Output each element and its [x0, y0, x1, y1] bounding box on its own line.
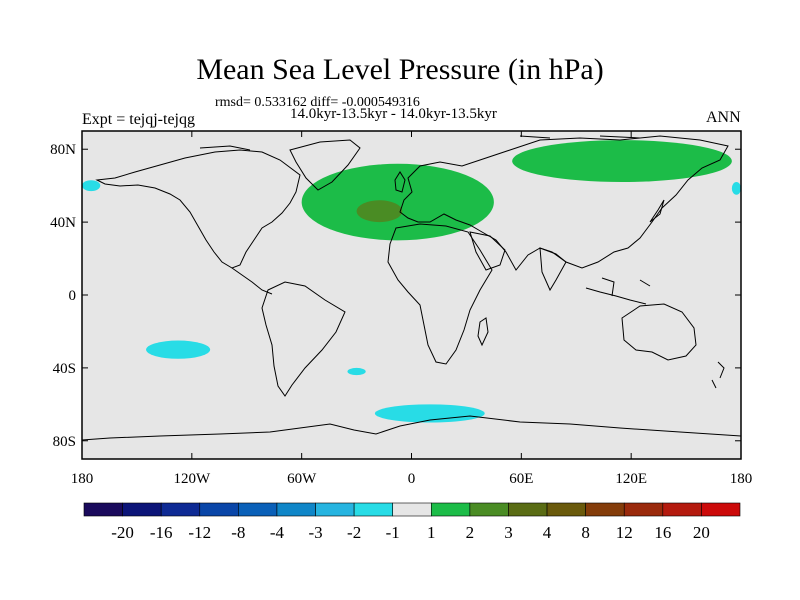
- y-tick-label: 80N: [50, 142, 76, 158]
- coast-indonesia: [585, 277, 651, 305]
- colorbar-swatch: [430, 502, 471, 517]
- experiment-label: Expt = tejqj-tejqg: [82, 111, 195, 128]
- anomaly-layer: [82, 140, 741, 423]
- anomaly-patch-7: [374, 404, 485, 423]
- colorbar-label: 1: [427, 523, 436, 542]
- colorbar-swatch: [353, 502, 394, 517]
- x-tick-label: 0: [408, 471, 416, 487]
- colorbar-label: -20: [111, 523, 134, 542]
- anomaly-patch-1: [356, 200, 403, 223]
- coast-arctic-islands: [199, 135, 641, 151]
- x-tick-label: 60W: [287, 471, 317, 487]
- coast-africa: [387, 223, 493, 365]
- colorbar-swatch: [623, 502, 664, 517]
- coast-eurasia: [399, 135, 729, 271]
- coast-south-america: [261, 281, 346, 397]
- anomaly-patch-3: [82, 180, 101, 192]
- coast-arabia: [469, 231, 506, 271]
- colorbar-swatch: [122, 502, 162, 517]
- axes: 180 120W 60W 0 60E 120E 180 80N 40N 0 40S 80S: [50, 131, 752, 487]
- coast-india: [539, 247, 567, 292]
- colorbar-label: -12: [188, 523, 211, 542]
- anomaly-patch-4: [731, 182, 741, 195]
- colorbar: -20 -16 -12 -8 -4 -3 -2 -1 1 2 3 4 8 12 16 20: [83, 502, 741, 542]
- colorbar-label: 2: [466, 523, 475, 542]
- colorbar-label: -8: [231, 523, 245, 542]
- coastlines: [82, 135, 741, 441]
- y-tick-label: 40N: [50, 215, 76, 231]
- anomaly-patch-5: [146, 340, 211, 359]
- colorbar-swatch: [508, 502, 548, 517]
- x-tick-label: 180: [730, 471, 753, 487]
- colorbar-label: -3: [308, 523, 322, 542]
- colorbar-label: 20: [693, 523, 710, 542]
- x-tick-label: 60E: [509, 471, 533, 487]
- colorbar-swatch: [160, 502, 201, 517]
- colorbar-swatch: [701, 502, 741, 517]
- colorbar-label: -4: [270, 523, 285, 542]
- coast-new-zealand: [711, 361, 725, 389]
- anomaly-patch-6: [347, 367, 366, 376]
- colorbar-label: 12: [616, 523, 633, 542]
- x-tick-label: 120W: [173, 471, 211, 487]
- coast-japan: [649, 199, 665, 223]
- colorbar-swatch: [315, 502, 355, 517]
- coast-madagascar: [477, 317, 489, 347]
- colorbar-label: -2: [347, 523, 361, 542]
- anomaly-patch-0: [301, 163, 494, 241]
- colorbar-label: 3: [504, 523, 513, 542]
- colorbar-swatch: [238, 502, 278, 517]
- chart-title: Mean Sea Level Pressure (in hPa): [196, 53, 604, 86]
- coast-central-america: [231, 267, 273, 295]
- coast-north-america: [95, 149, 301, 269]
- colorbar-swatch: [83, 502, 123, 517]
- colorbar-label: 16: [654, 523, 671, 542]
- season-label: ANN: [706, 109, 741, 126]
- colorbar-swatch: [392, 502, 432, 517]
- colorbar-label: 4: [543, 523, 552, 542]
- coast-australia: [621, 303, 697, 361]
- colorbar-swatch: [662, 502, 702, 517]
- colorbar-swatch: [276, 502, 316, 517]
- anomaly-patch-2: [512, 140, 732, 183]
- colorbar-swatch: [469, 502, 509, 517]
- colorbar-swatch: [546, 502, 586, 517]
- coast-british-isles: [394, 171, 406, 193]
- colorbar-label: -1: [386, 523, 400, 542]
- colorbar-label: 8: [581, 523, 590, 542]
- stats-subtitle: rmsd= 0.533162 diff= -0.000549316: [215, 95, 420, 110]
- period-subtitle: 14.0kyr-13.5kyr - 14.0kyr-13.5kyr: [290, 106, 497, 122]
- colorbar-label: -16: [150, 523, 173, 542]
- coast-antarctica: [82, 415, 741, 441]
- coast-greenland: [289, 139, 361, 191]
- x-tick-label: 120E: [615, 471, 647, 487]
- x-tick-label: 180: [71, 471, 94, 487]
- colorbar-swatch: [199, 502, 239, 517]
- y-tick-label: 40S: [53, 361, 76, 377]
- y-tick-label: 80S: [53, 434, 76, 450]
- y-tick-label: 0: [69, 288, 77, 304]
- colorbar-swatch: [585, 502, 625, 517]
